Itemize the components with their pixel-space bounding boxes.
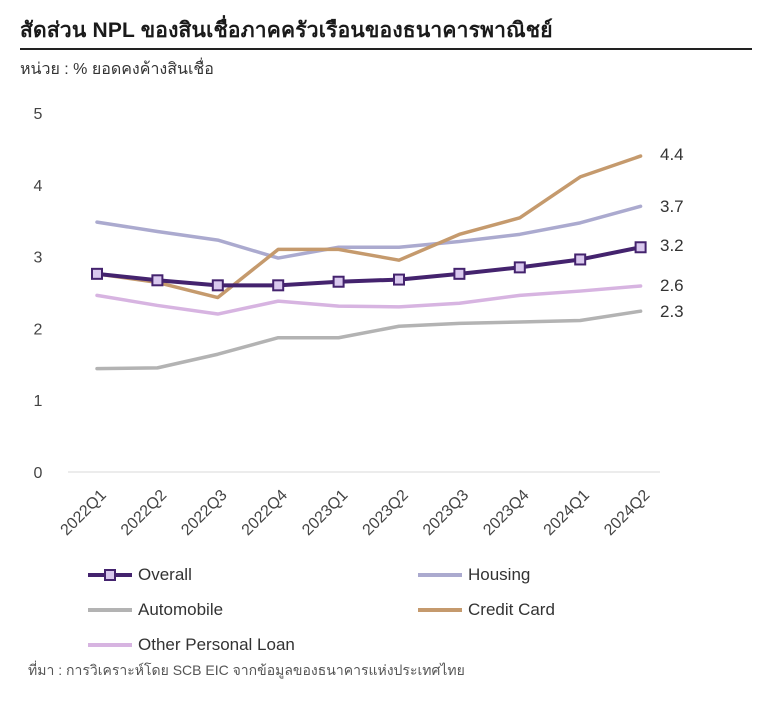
end-label-credit-card: 4.4 xyxy=(660,145,684,164)
x-tick-label: 2024Q1 xyxy=(541,487,593,539)
x-tick-label: 2023Q2 xyxy=(360,487,412,539)
data-point-overall xyxy=(211,279,224,292)
series-line-credit-card xyxy=(95,154,643,300)
y-tick-label: 3 xyxy=(34,250,43,267)
x-tick-label: 2022Q4 xyxy=(239,487,291,539)
series-line-other-personal-loan xyxy=(95,284,643,316)
y-tick-label: 1 xyxy=(34,393,43,410)
y-tick-label: 2 xyxy=(34,321,43,338)
data-point-overall xyxy=(513,261,526,274)
title-divider xyxy=(20,48,752,50)
end-label-automobile: 2.3 xyxy=(660,302,684,321)
end-label-other-personal-loan: 2.6 xyxy=(660,276,684,295)
series-line-automobile xyxy=(95,309,643,371)
series-line-housing xyxy=(95,204,643,260)
series-line-overall xyxy=(95,245,643,288)
data-point-overall xyxy=(91,267,103,280)
data-point-overall xyxy=(272,279,285,292)
end-label-overall: 3.2 xyxy=(660,236,684,255)
chart-title: สัดส่วน NPL ของสินเชื่อภาคครัวเรือนของธน… xyxy=(20,19,553,42)
data-point-overall xyxy=(332,275,345,288)
end-label-housing: 3.7 xyxy=(660,197,684,216)
y-tick-label: 4 xyxy=(34,178,43,195)
data-point-overall xyxy=(453,267,466,280)
x-tick-label: 2022Q2 xyxy=(118,487,170,539)
source-note: ที่มา : การวิเคราะห์โดย SCB EIC จากข้อมู… xyxy=(28,662,465,678)
y-tick-label: 5 xyxy=(34,106,43,123)
data-point-overall xyxy=(634,241,647,254)
x-tick-label: 2022Q1 xyxy=(58,487,110,539)
x-tick-label: 2023Q1 xyxy=(299,487,351,539)
x-tick-label: 2022Q3 xyxy=(178,487,230,539)
y-axis-unit-label: หน่วย : % ยอดคงค้างสินเชื่อ xyxy=(20,61,214,78)
data-point-overall xyxy=(151,274,164,287)
data-point-overall xyxy=(393,273,405,286)
x-tick-label: 2023Q3 xyxy=(420,487,472,539)
data-point-overall xyxy=(574,253,587,266)
x-tick-label: 2024Q2 xyxy=(601,487,653,539)
y-tick-label: 0 xyxy=(34,465,43,482)
x-tick-label: 2023Q4 xyxy=(480,487,532,539)
